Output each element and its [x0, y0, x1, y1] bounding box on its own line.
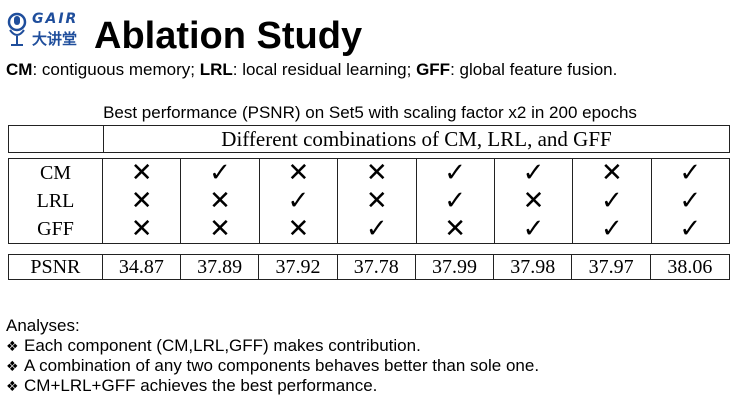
- mark-cm: ✓: [209, 158, 231, 187]
- table-caption: Best performance (PSNR) on Set5 with sca…: [103, 103, 637, 122]
- mark-lrl: ✓: [444, 186, 467, 215]
- combination-column: ✕ ✕ ✓: [338, 158, 417, 243]
- legend-abbr-cm: CM: [6, 60, 33, 79]
- mark-lrl: ✕: [365, 186, 388, 215]
- gair-logo: GAIR 大讲堂: [6, 10, 90, 50]
- legend-abbr-lrl: LRL: [199, 60, 233, 79]
- table-header: Different combinations of CM, LRL, and G…: [8, 125, 730, 153]
- legend-abbr-gff: GFF: [416, 60, 451, 79]
- mark-lrl: ✓: [601, 186, 623, 215]
- combination-column: ✓ ✓ ✕: [417, 159, 495, 243]
- combination-column: ✓ ✕ ✓: [495, 158, 574, 243]
- header-blank-cell: [9, 126, 104, 152]
- psnr-value: 37.97: [572, 255, 651, 279]
- diamond-bullet-icon: ❖: [6, 378, 19, 394]
- row-label-lrl: LRL: [36, 190, 75, 212]
- legend-text-lrl: : local residual learning;: [232, 60, 417, 79]
- diamond-bullet-icon: ❖: [6, 338, 19, 354]
- table-header-text: Different combinations of CM, LRL, and G…: [221, 127, 612, 151]
- microphone-icon: [7, 12, 27, 46]
- mark-gff: ✓: [365, 214, 388, 243]
- mark-cm: ✕: [287, 158, 310, 187]
- mark-gff: ✕: [444, 214, 467, 243]
- analysis-item: ❖ A combination of any two components beh…: [6, 356, 539, 376]
- psnr-value: 37.92: [259, 255, 338, 279]
- psnr-value: 38.06: [667, 256, 713, 278]
- mark-gff: ✕: [209, 214, 231, 243]
- mark-cm: ✕: [130, 158, 153, 187]
- analysis-text: CM+LRL+GFF achieves the best performance…: [24, 376, 378, 395]
- mark-lrl: ✕: [130, 186, 153, 215]
- legend-text-gff: : global feature fusion.: [450, 60, 618, 79]
- abbreviation-legend: CM: contiguous memory; LRL: local residu…: [6, 60, 617, 80]
- analyses-list: ❖ Each component (CM,LRL,GFF) makes contr…: [6, 336, 539, 396]
- mark-cm: ✓: [679, 158, 702, 187]
- mark-cm: ✕: [601, 158, 623, 187]
- analysis-item: ❖ CM+LRL+GFF achieves the best performanc…: [6, 376, 539, 396]
- combination-column: ✓ ✓ ✓: [652, 159, 729, 243]
- row-labels: CM LRL GFF: [9, 159, 103, 243]
- row-label-cm: CM: [39, 162, 72, 184]
- combination-column: ✕ ✓ ✓: [573, 158, 652, 243]
- mark-gff: ✓: [522, 214, 545, 243]
- mark-lrl: ✕: [522, 186, 545, 215]
- psnr-row: PSNR 34.87 37.89 37.92 37.78 37.99 37.98 37.97…: [8, 254, 730, 280]
- analysis-item: ❖ Each component (CM,LRL,GFF) makes contr…: [6, 336, 539, 356]
- logo-brand-sub: 大讲堂: [32, 30, 78, 48]
- mark-cm: ✕: [365, 158, 388, 187]
- analyses-heading: Analyses:: [6, 316, 80, 335]
- analysis-text: A combination of any two components beha…: [24, 356, 540, 375]
- slide-title: Ablation Study: [94, 15, 363, 57]
- mark-gff: ✕: [287, 214, 310, 243]
- legend-text-cm: : contiguous memory;: [32, 60, 200, 79]
- psnr-value: 37.89: [181, 255, 260, 279]
- combination-column: ✓ ✕ ✕: [181, 158, 260, 243]
- analyses-section: Analyses: ❖ Each component (CM,LRL,GFF) m…: [6, 316, 539, 396]
- combination-grid: CM LRL GFF ✕ ✕ ✕ ✓ ✕ ✕ ✕ ✓ ✕ ✕ ✕ ✓ ✓ ✓ ✕ ✓ ✕ ✓ ✕ ✓ ✓ ✓ ✓ ✓: [8, 158, 730, 244]
- mark-gff: ✓: [601, 214, 623, 243]
- mark-gff: ✕: [130, 214, 153, 243]
- analysis-text: Each component (CM,LRL,GFF) makes contri…: [24, 336, 421, 355]
- psnr-value: 37.98: [494, 255, 573, 279]
- psnr-value: 37.78: [338, 255, 416, 279]
- combination-column: ✕ ✕ ✕: [103, 158, 182, 243]
- mark-lrl: ✕: [209, 186, 231, 215]
- mark-gff: ✓: [679, 214, 702, 243]
- combination-column: ✕ ✓ ✕: [260, 158, 339, 243]
- mark-cm: ✓: [444, 158, 467, 187]
- mark-cm: ✓: [522, 158, 545, 187]
- diamond-bullet-icon: ❖: [6, 358, 19, 374]
- row-label-gff: GFF: [37, 218, 74, 240]
- mark-lrl: ✓: [679, 186, 702, 215]
- logo-brand: GAIR: [32, 11, 79, 27]
- psnr-value: 37.99: [416, 255, 495, 279]
- psnr-label: PSNR: [9, 255, 103, 279]
- psnr-value: 34.87: [103, 255, 182, 279]
- mark-lrl: ✓: [287, 186, 310, 215]
